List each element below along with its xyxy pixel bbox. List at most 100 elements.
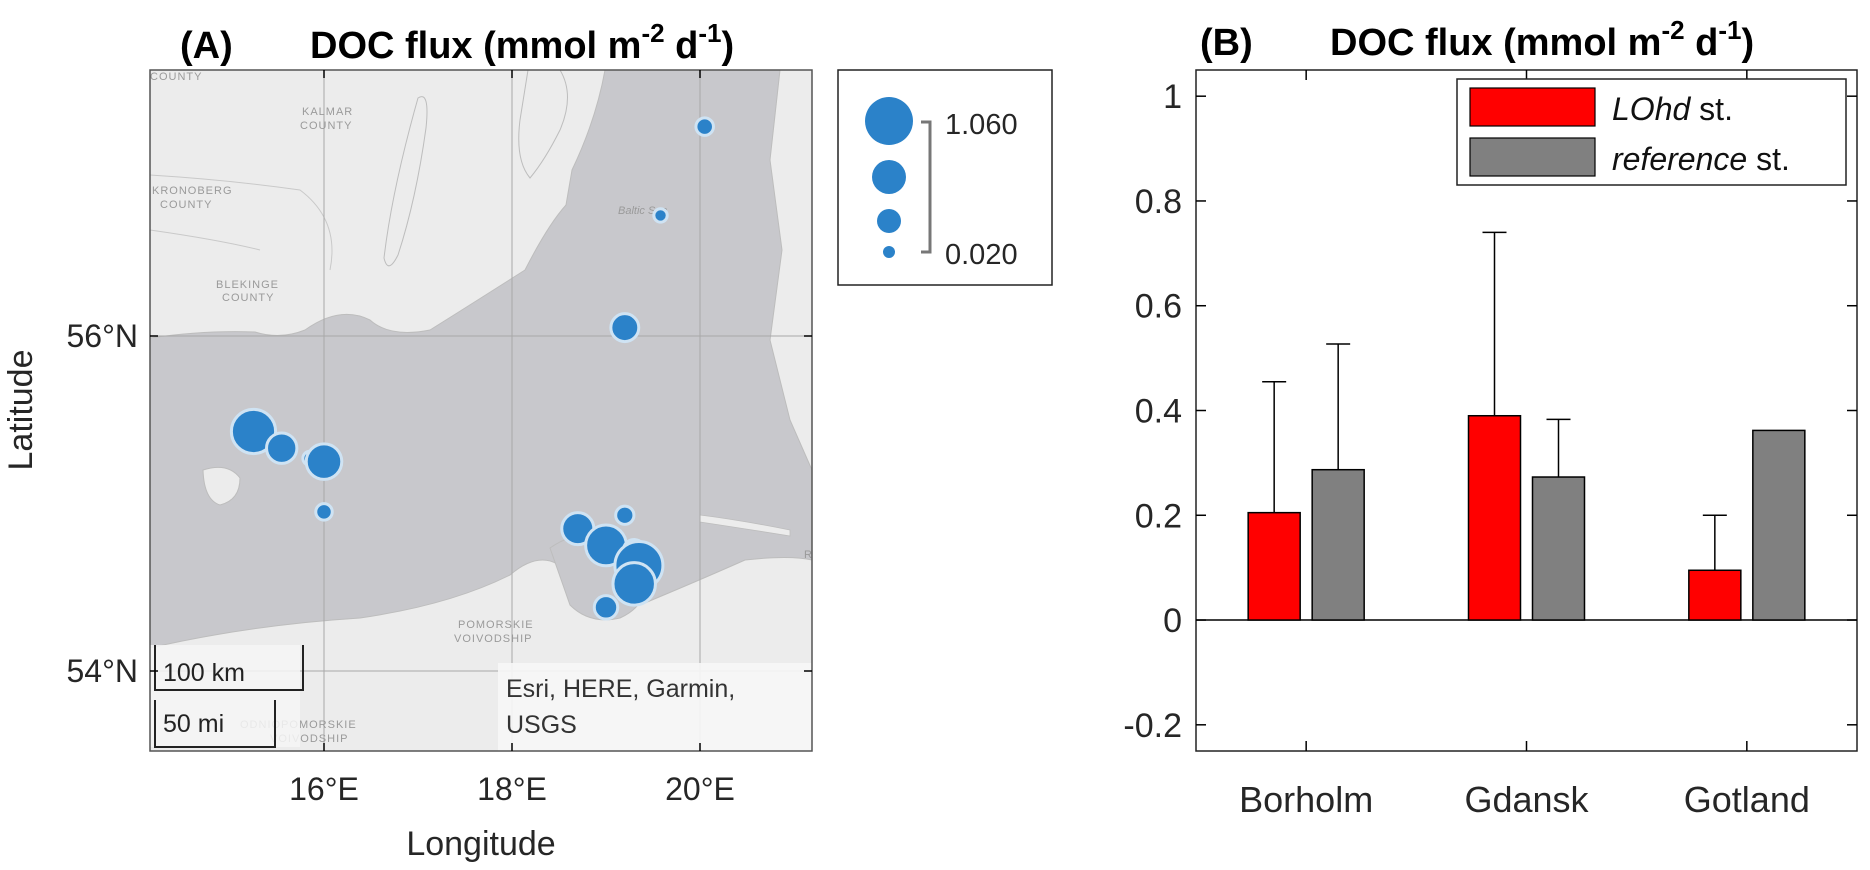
x-tick-20e: 20°E (665, 771, 735, 807)
y-tick-label: 0.8 (1135, 183, 1182, 221)
panel-a-title-exp2: -1 (698, 18, 721, 48)
bar-borholm-lohd (1247, 511, 1301, 621)
panel-b-title-end: ) (1742, 22, 1755, 64)
y-tick-56n: 56°N (67, 318, 139, 354)
legend-label-lohd-rest: st. (1690, 91, 1733, 127)
scale-bar-mi-label: 50 mi (163, 710, 224, 738)
y-tick-54n: 54°N (67, 653, 139, 689)
panel-a-title: DOC flux (mmol m-2 d-1) (310, 18, 734, 67)
station-marker-15 (592, 594, 620, 621)
label-kronoberg: KRONOBERG (152, 185, 233, 197)
x-tick-label-borholm: Borholm (1239, 779, 1373, 820)
bar-marks (1196, 231, 1857, 621)
label-blekinge-county: COUNTY (222, 292, 274, 304)
panel-b-title-main: DOC flux (mmol m (1330, 22, 1661, 64)
bar-gdansk-reference (1531, 476, 1586, 621)
oland-island (383, 96, 428, 267)
legend-label-lohd: LOhd st. (1612, 91, 1733, 127)
station-marker-8 (314, 502, 334, 522)
panel-b-title-exp2: -1 (1718, 15, 1741, 45)
basemap: COUNTY KALMAR COUNTY KRONOBERG COUNTY BL… (150, 70, 813, 751)
label-blekinge: BLEKINGE (216, 279, 279, 291)
bar-borholm-reference (1311, 468, 1365, 621)
size-legend-circle-max (865, 97, 913, 145)
scale-bar: 100 km 50 mi (150, 645, 304, 748)
size-legend-circle-mid (872, 160, 906, 194)
scale-bar-km-label: 100 km (163, 659, 245, 687)
label-edge: R (804, 549, 813, 561)
spit (699, 514, 791, 537)
station-markers (229, 116, 715, 621)
y-tick-label: 1 (1163, 78, 1182, 116)
legend-swatch-lohd (1469, 87, 1596, 127)
station-marker-2 (652, 207, 669, 224)
bar-gotland-reference (1752, 429, 1806, 621)
map-ylabel: Latitude (2, 350, 40, 471)
panel-a: (A) DOC flux (mmol m-2 d-1) (2, 18, 1053, 863)
bar-gdansk-lohd (1467, 414, 1522, 621)
y-tick-label: 0 (1163, 602, 1182, 640)
panel-a-title-mid: d (665, 25, 699, 67)
label-kronoberg-county: COUNTY (160, 199, 212, 211)
map-ticks (150, 70, 812, 751)
panel-a-tag: (A) (180, 25, 233, 67)
legend-label-lohd-italic: LOhd (1612, 91, 1691, 127)
panel-b: (B) DOC flux (mmol m-2 d-1) -0.2 0 0.2 0.4 0… (1123, 15, 1858, 820)
bar-x-ticks: Borholm Gdansk Gotland (1239, 70, 1810, 820)
x-tick-label-gotland: Gotland (1684, 779, 1810, 820)
map-axis-tick-labels: 16°E 18°E 20°E 56°N 54°N (67, 318, 735, 807)
size-legend-min-label: 0.020 (945, 239, 1018, 271)
legend-label-reference-rest: st. (1747, 141, 1790, 177)
panel-a-title-main: DOC flux (mmol m (310, 25, 641, 67)
size-legend: 1.060 0.020 (837, 69, 1053, 286)
y-tick-label: 0.4 (1135, 393, 1182, 431)
size-legend-max-label: 1.060 (945, 109, 1018, 141)
bar-legend: LOhd st. reference st. (1456, 78, 1847, 186)
x-tick-18e: 18°E (477, 771, 547, 807)
size-legend-circle-small (877, 209, 901, 233)
station-marker-1 (694, 116, 715, 137)
bar-y-ticks: -0.2 0 0.2 0.4 0.6 0.8 1 (1123, 78, 1857, 745)
panel-b-title-mid: d (1685, 22, 1719, 64)
baltic-states-land (769, 70, 812, 471)
station-marker-4 (229, 407, 278, 456)
gotland-island (518, 70, 568, 179)
map-frame (149, 69, 813, 752)
legend-label-reference-italic: reference (1612, 141, 1747, 177)
y-tick-label: 0.6 (1135, 288, 1182, 326)
label-pomorskie: POMORSKIE (458, 619, 534, 631)
size-legend-circle-min (883, 246, 895, 258)
x-tick-16e: 16°E (289, 771, 359, 807)
label-voivodship: VOIVODSHIP (454, 633, 532, 645)
y-tick-label: -0.2 (1123, 707, 1182, 745)
size-legend-bracket (921, 120, 932, 254)
scale-bar-km (154, 645, 304, 691)
admin-borders (150, 174, 333, 271)
panel-a-title-end: ) (722, 25, 735, 67)
y-tick-label: 0.2 (1135, 497, 1182, 535)
legend-label-reference: reference st. (1612, 141, 1790, 177)
station-marker-11 (614, 504, 636, 526)
station-marker-5 (265, 431, 299, 465)
attribution-box (498, 663, 812, 751)
bornholm-island (202, 466, 241, 506)
station-marker-14 (611, 561, 657, 607)
label-kalmar-county: COUNTY (300, 120, 352, 132)
label-kalmar: KALMAR (302, 106, 353, 118)
scale-bar-mi (154, 700, 276, 748)
station-marker-3 (609, 312, 641, 344)
panel-b-title-exp1: -2 (1661, 15, 1684, 45)
legend-swatch-reference (1469, 137, 1596, 177)
panel-a-title-exp1: -2 (641, 18, 664, 48)
attribution-line-1: Esri, HERE, Garmin, (506, 675, 735, 703)
label-county-top: COUNTY (150, 71, 202, 83)
x-tick-label-gdansk: Gdansk (1464, 779, 1589, 820)
panel-b-tag: (B) (1200, 22, 1253, 64)
bar-gotland-lohd (1688, 569, 1742, 621)
station-marker-7 (304, 442, 344, 481)
attribution-line-2: USGS (506, 711, 577, 739)
map-xlabel: Longitude (406, 825, 555, 863)
sweden-land (150, 70, 606, 339)
panel-b-title: DOC flux (mmol m-2 d-1) (1330, 15, 1754, 64)
